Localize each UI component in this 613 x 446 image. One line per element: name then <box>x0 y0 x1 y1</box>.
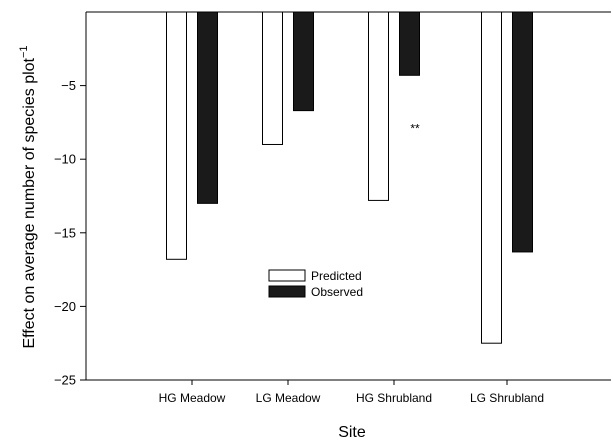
bar-observed <box>512 11 533 253</box>
bar-observed <box>197 11 218 204</box>
legend-swatch-observed <box>268 285 306 298</box>
x-tick-label: HG Shrubland <box>356 391 432 405</box>
y-tick-label: −10 <box>54 152 76 167</box>
x-tick-label: LG Meadow <box>256 391 321 405</box>
bar-predicted <box>481 11 502 344</box>
bar-predicted <box>262 11 283 145</box>
y-tick-label: −25 <box>54 373 76 388</box>
legend-swatch-predicted <box>268 269 306 282</box>
bar-observed <box>293 11 314 112</box>
legend-label-observed: Observed <box>311 285 363 299</box>
y-tick-label: −15 <box>54 225 76 240</box>
x-tick-label: HG Meadow <box>159 391 226 405</box>
bar-predicted <box>166 11 187 260</box>
axes: −5 −10 −15 −20 −25 HG Meadow LG Meadow HG Shrub… <box>54 11 611 405</box>
y-axis-title-main: Effect on average number of species plot <box>21 57 38 348</box>
x-tick-label: LG Shrubland <box>470 391 544 405</box>
y-axis-title-superscript: −1 <box>18 45 30 58</box>
plot-area: ** <box>166 11 533 344</box>
legend: Predicted Observed <box>268 269 363 299</box>
bar-observed <box>399 11 420 76</box>
y-tick-label: −20 <box>54 299 76 314</box>
significance-annotation: ** <box>410 121 420 135</box>
bar-predicted <box>368 11 389 201</box>
y-axis-title: Effect on average number of species plot… <box>18 45 38 348</box>
legend-label-predicted: Predicted <box>311 269 362 283</box>
x-axis-title: Site <box>338 424 366 441</box>
y-tick-label: −5 <box>61 78 76 93</box>
